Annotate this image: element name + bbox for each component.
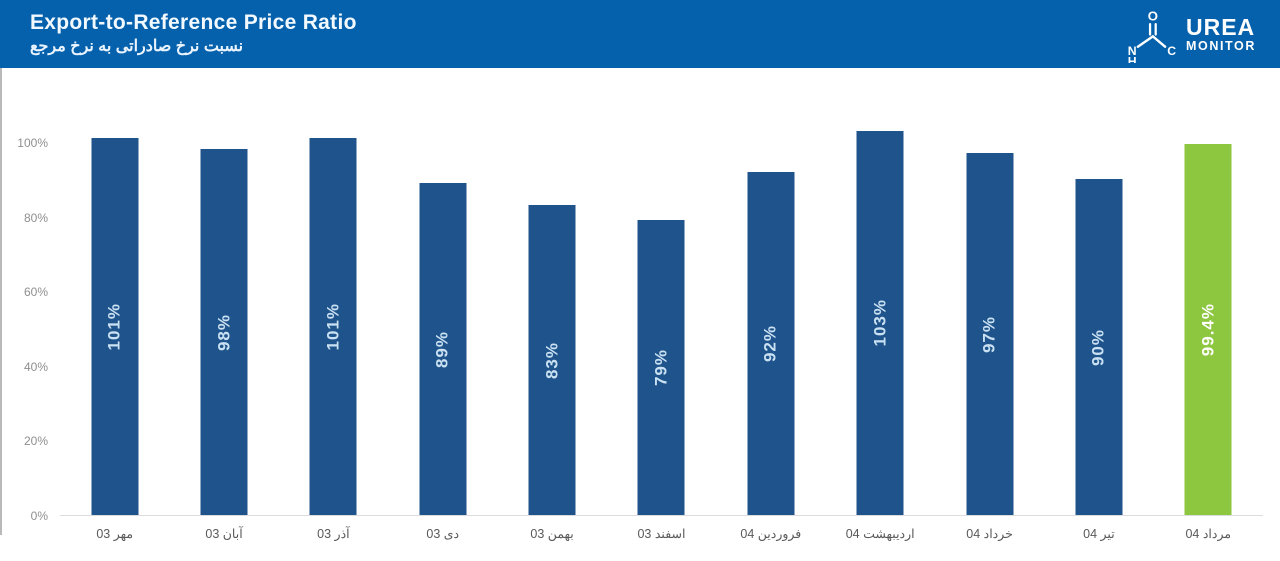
brand-logo: O N H C UREA MONITOR bbox=[1120, 6, 1256, 63]
bar-8[interactable]: 97% bbox=[966, 153, 1014, 515]
bar-slot: 99.4% مرداد 04 bbox=[1154, 142, 1263, 541]
bar-value-label: 92% bbox=[760, 324, 780, 362]
x-axis-label: بهمن 03 bbox=[530, 527, 574, 541]
bar-value-label: 89% bbox=[432, 330, 452, 368]
x-axis-label: خرداد 04 bbox=[966, 527, 1013, 541]
y-axis-tick: 20% bbox=[23, 434, 48, 449]
brand-name-secondary: MONITOR bbox=[1186, 39, 1256, 53]
bar-6[interactable]: 92% bbox=[747, 171, 795, 515]
bar-1[interactable]: 98% bbox=[200, 149, 248, 515]
bar-value-label: 98% bbox=[214, 313, 234, 351]
bar-slot: 79% اسفند 03 bbox=[607, 142, 716, 541]
bar-3[interactable]: 89% bbox=[419, 183, 467, 515]
x-axis-label: دی 03 bbox=[426, 527, 460, 541]
bar-value-label: 103% bbox=[870, 299, 890, 347]
bar-value-label: 79% bbox=[651, 349, 671, 387]
oxygen-atom-label: O bbox=[1148, 8, 1158, 23]
hydrogen-atom-label: H bbox=[1128, 54, 1137, 62]
bar-slot: 90% تیر 04 bbox=[1044, 142, 1153, 541]
y-axis-tick: 40% bbox=[23, 359, 48, 374]
brand-text: UREA MONITOR bbox=[1186, 15, 1256, 53]
brand-name: UREA bbox=[1186, 14, 1256, 40]
y-axis-tick: 100% bbox=[17, 136, 48, 150]
x-axis-label: تیر 04 bbox=[1083, 527, 1115, 541]
x-axis-label: مرداد 04 bbox=[1185, 527, 1232, 541]
urea-molecule-icon: O N H C bbox=[1128, 8, 1176, 63]
bar-slot: 98% آبان 03 bbox=[169, 142, 278, 541]
bar-0[interactable]: 101% bbox=[91, 138, 139, 515]
bar-9[interactable]: 90% bbox=[1075, 179, 1123, 515]
bar-value-label: 90% bbox=[1088, 328, 1108, 366]
y-axis-tick: 0% bbox=[30, 509, 48, 523]
title-block: Export-to-Reference Price Ratio نسبت نرخ… bbox=[30, 11, 357, 57]
bar-slot: 101% مهر 03 bbox=[60, 138, 169, 541]
bar-slot: 83% بهمن 03 bbox=[497, 142, 606, 541]
page-subtitle-farsi: نسبت نرخ صادراتی به نرخ مرجع bbox=[30, 38, 244, 55]
bar-value-label: 97% bbox=[979, 315, 999, 353]
x-axis-label: اردیبهشت 04 bbox=[845, 527, 915, 541]
bar-value-label: 83% bbox=[542, 341, 562, 379]
bar-4[interactable]: 83% bbox=[528, 205, 576, 515]
header-bar: Export-to-Reference Price Ratio نسبت نرخ… bbox=[0, 0, 1280, 68]
carbon-atom-label: C bbox=[1167, 44, 1176, 58]
x-axis-label: فروردین 04 bbox=[740, 527, 802, 541]
bar-slot: 92% فروردین 04 bbox=[716, 142, 825, 541]
bar-2[interactable]: 101% bbox=[309, 138, 357, 515]
x-axis-label: مهر 03 bbox=[96, 527, 134, 541]
bar-value-label: 101% bbox=[323, 302, 343, 351]
bar-7[interactable]: 103% bbox=[856, 130, 904, 515]
x-axis-label: آبان 03 bbox=[205, 527, 243, 541]
left-edge-line bbox=[0, 68, 2, 535]
bar-10[interactable]: 99.4% bbox=[1184, 144, 1232, 515]
x-axis-label: اسفند 03 bbox=[637, 527, 686, 541]
bar-slot: 101% آذر 03 bbox=[279, 138, 388, 541]
x-axis-label: آذر 03 bbox=[317, 527, 350, 541]
bar-slot: 89% دی 03 bbox=[388, 142, 497, 541]
bar-value-label: 99.4% bbox=[1198, 303, 1218, 357]
y-axis-tick: 60% bbox=[23, 285, 48, 300]
bar-slot: 97% خرداد 04 bbox=[935, 142, 1044, 541]
page-title: Export-to-Reference Price Ratio bbox=[30, 11, 357, 34]
plot-area: 101% مهر 03 98% آبان 03 101% آذر 03 89% دی 03 83… bbox=[60, 130, 1263, 541]
nitrogen-atom-label: N bbox=[1128, 44, 1137, 58]
y-axis: 0% 20% 40% 60% 80% 100% bbox=[0, 136, 48, 523]
bar-value-label: 101% bbox=[104, 302, 124, 351]
bar-5[interactable]: 79% bbox=[637, 220, 685, 515]
y-axis-tick: 80% bbox=[23, 210, 48, 225]
bar-slot: 103% اردیبهشت 04 bbox=[826, 130, 935, 541]
